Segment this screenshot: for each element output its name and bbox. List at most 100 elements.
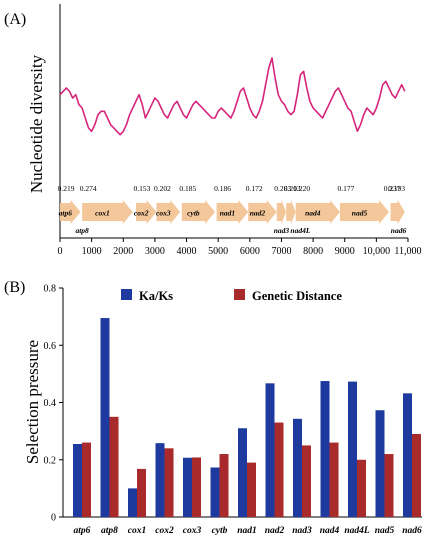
gene-diversity-value: 0.185 bbox=[179, 184, 196, 193]
panel-a-y-axis-label: Nucleotide diversity bbox=[27, 54, 46, 193]
panel-b-x-tick-label: nad4 bbox=[320, 526, 340, 536]
gene-diversity-value: 0.220 bbox=[293, 184, 310, 193]
gene-diversity-value: 0.237 bbox=[384, 184, 401, 193]
gene-diversity-value: 0.153 bbox=[133, 184, 150, 193]
gene-diversity-value: 0.202 bbox=[154, 184, 171, 193]
bar-genetic-distance bbox=[109, 416, 119, 517]
panel-b-legend: Ka/Ks Genetic Distance bbox=[121, 289, 342, 303]
panel-a-x-tick-label: 5000 bbox=[208, 246, 228, 257]
panel-b-x-tick-label: cytb bbox=[212, 526, 228, 536]
gene-arrow bbox=[135, 200, 157, 224]
panel-a-x-tick-label: 6000 bbox=[240, 246, 260, 257]
bar-genetic-distance bbox=[274, 422, 284, 517]
panel-b-x-tick-label: cox3 bbox=[183, 526, 202, 536]
bar-genetic-distance bbox=[412, 433, 421, 517]
gene-arrow bbox=[248, 200, 277, 224]
panel-b-x-tick-label: nad5 bbox=[375, 526, 395, 536]
panel-a-x-tick-label: 2000 bbox=[113, 246, 133, 257]
gene-diversity-value: 0.193 bbox=[388, 184, 405, 193]
legend-label: Ka/Ks bbox=[139, 289, 173, 303]
gene-arrow bbox=[390, 200, 405, 224]
gene-diversity-value: 0.186 bbox=[214, 184, 231, 193]
panel-b-x-tick-label: nad2 bbox=[265, 526, 285, 536]
bar-genetic-distance bbox=[82, 442, 91, 517]
panel-b-x-tick-label: nad4L bbox=[344, 526, 370, 536]
panel-a-x-tick-label: 9000 bbox=[335, 246, 355, 257]
bar-genetic-distance bbox=[192, 457, 201, 517]
gene-diversity-value: 0.177 bbox=[338, 184, 355, 193]
panel-b-x-tick-label: nad6 bbox=[402, 526, 422, 536]
bar-genetic-distance bbox=[329, 442, 339, 517]
panel-a: (A) Nucleotide diversity 0 1000 2000 3000 40… bbox=[4, 4, 422, 257]
bar-ka-ks bbox=[320, 381, 330, 517]
bar-ka-ks bbox=[183, 457, 192, 517]
panel-b-y-tick-label: 0.8 bbox=[44, 284, 57, 295]
gene-name-label: nad4 bbox=[305, 209, 321, 218]
bar-ka-ks bbox=[128, 488, 137, 517]
bar-ka-ks bbox=[348, 381, 357, 517]
bar-ka-ks bbox=[100, 318, 110, 517]
gene-diversity-value: 0.172 bbox=[246, 184, 263, 193]
bar-ka-ks bbox=[73, 444, 82, 517]
gene-arrow bbox=[181, 200, 216, 224]
gene-arrow bbox=[286, 200, 296, 224]
gene-name-label: nad5 bbox=[352, 209, 368, 218]
bar-genetic-distance bbox=[302, 445, 311, 517]
panel-a-x-tick-label: 7000 bbox=[271, 246, 291, 257]
panel-a-x-tick-label: 11,000 bbox=[394, 246, 421, 257]
gene-arrow bbox=[82, 200, 133, 224]
panel-b-label: (B) bbox=[4, 279, 25, 296]
panel-b-y-axis-label: Selection pressure bbox=[23, 340, 42, 464]
gene-name-label: nad6 bbox=[391, 226, 407, 235]
gene-arrow bbox=[339, 200, 390, 224]
panel-b-x-tick-label: atp6 bbox=[74, 526, 91, 536]
gene-arrow bbox=[276, 200, 287, 224]
gene-arrow bbox=[216, 200, 249, 224]
panel-b-x-tick-label: atp8 bbox=[101, 526, 118, 536]
bar-genetic-distance bbox=[247, 462, 256, 517]
panel-b-y-tick-label: 0.6 bbox=[44, 341, 57, 352]
bar-genetic-distance bbox=[357, 459, 366, 517]
panel-b-x-tick-label: cox2 bbox=[155, 526, 174, 536]
gene-diversity-value: 0.274 bbox=[80, 184, 97, 193]
gene-name-label: nad2 bbox=[250, 209, 266, 218]
panel-b-x-tick-label: nad1 bbox=[237, 526, 257, 536]
panel-a-x-tick-label: 8000 bbox=[303, 246, 323, 257]
gene-arrow bbox=[60, 200, 81, 224]
gene-arrow bbox=[156, 200, 181, 224]
panel-b-y-tick-label: 0.2 bbox=[44, 455, 57, 466]
gene-name-label: nad4L bbox=[290, 226, 310, 235]
gene-diversity-value: 0.263 bbox=[274, 184, 291, 193]
gene-name-label: atp6 bbox=[59, 209, 73, 218]
panel-a-x-tick-label: 1000 bbox=[82, 246, 102, 257]
panel-a-x-tick-label: 10,000 bbox=[363, 246, 391, 257]
bar-genetic-distance bbox=[384, 454, 394, 517]
bar-ka-ks bbox=[375, 410, 385, 517]
gene-name-label: cox2 bbox=[134, 209, 149, 218]
gene-name-label: nad1 bbox=[220, 209, 235, 218]
legend-swatch bbox=[121, 289, 132, 300]
panel-b-y-tick-label: 0.4 bbox=[44, 398, 57, 409]
nucleotide-diversity-line bbox=[59, 57, 406, 136]
panel-a-x-tick-label: 4000 bbox=[177, 246, 197, 257]
bar-genetic-distance bbox=[164, 448, 174, 517]
bar-ka-ks bbox=[210, 467, 220, 517]
bar-ka-ks bbox=[155, 443, 165, 517]
bar-genetic-distance bbox=[219, 454, 229, 517]
bar-ka-ks bbox=[265, 383, 275, 517]
panel-b-x-tick-label: cox1 bbox=[128, 526, 146, 536]
gene-diversity-value: 0.219 bbox=[58, 184, 75, 193]
gene-diversity-value: 0.213 bbox=[284, 184, 301, 193]
panel-b: (B) Selection pressure 0 0.2 0.4 0.6 0.8 atp… bbox=[4, 279, 422, 536]
gene-arrow bbox=[295, 200, 340, 224]
legend-label: Genetic Distance bbox=[252, 289, 342, 303]
gene-name-label: cox1 bbox=[95, 209, 110, 218]
bar-ka-ks bbox=[403, 393, 412, 517]
panel-a-x-tick-label: 3000 bbox=[145, 246, 165, 257]
panel-a-label: (A) bbox=[4, 11, 26, 28]
bar-ka-ks bbox=[238, 428, 247, 517]
gene-name-label: atp8 bbox=[75, 226, 89, 235]
gene-name-label: nad3 bbox=[274, 226, 290, 235]
panel-a-x-tick-label: 0 bbox=[58, 246, 63, 257]
